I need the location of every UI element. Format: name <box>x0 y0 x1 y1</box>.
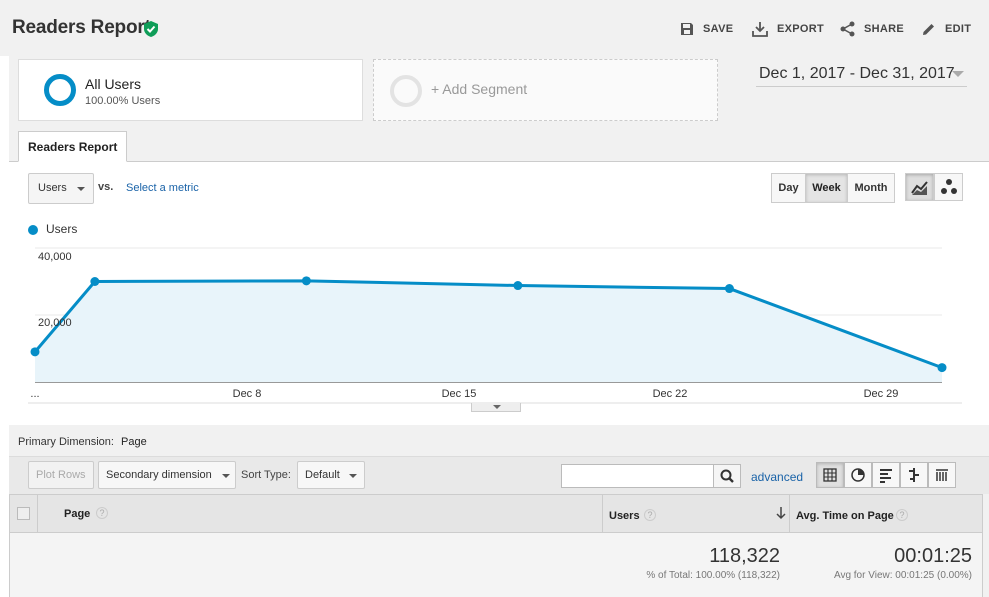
segment-percentage: 100.00% Users <box>85 95 161 107</box>
tab-divider <box>9 161 989 162</box>
line-chart-button[interactable] <box>905 173 934 201</box>
metric-dropdown-label: Users <box>38 182 67 194</box>
vs-label: vs. <box>98 181 114 193</box>
collapse-chart-toggle[interactable] <box>471 403 521 412</box>
sort-descending-arrow-icon[interactable] <box>775 506 787 520</box>
add-segment-button[interactable]: + Add Segment <box>373 59 718 121</box>
search-icon <box>720 469 734 483</box>
chevron-down-icon <box>952 71 964 77</box>
users-total: 118,322 <box>709 545 780 567</box>
edit-label: EDIT <box>945 23 972 35</box>
line-chart-icon <box>911 181 928 195</box>
sort-type-value: Default <box>305 469 340 481</box>
save-label: SAVE <box>703 23 734 35</box>
bar-chart-icon <box>880 469 892 483</box>
edit-button[interactable]: EDIT <box>921 20 971 38</box>
avg-time-view-average: Avg for View: 00:01:25 (0.00%) <box>833 570 972 581</box>
primary-dimension-page[interactable]: Page <box>121 436 147 448</box>
help-icon[interactable]: ? <box>896 509 908 521</box>
pencil-icon <box>923 23 934 35</box>
view-pivot-button[interactable] <box>928 462 956 488</box>
totals-row <box>9 533 983 597</box>
empty-segment-ring-icon <box>390 75 422 107</box>
secondary-dimension-dropdown[interactable]: Secondary dimension <box>98 461 236 489</box>
column-header-avg-time[interactable]: Avg. Time on Page <box>796 510 894 522</box>
report-header <box>0 0 989 56</box>
plot-rows-button[interactable]: Plot Rows <box>28 461 94 489</box>
share-label: SHARE <box>864 23 905 35</box>
legend-users-dot <box>28 225 38 235</box>
table-header <box>9 494 983 533</box>
primary-dimension-label: Primary Dimension: <box>18 436 114 448</box>
segment-name: All Users <box>85 76 142 92</box>
chevron-down-icon <box>77 187 85 191</box>
add-segment-label: + Add Segment <box>431 81 528 97</box>
column-header-users[interactable]: Users <box>609 510 640 522</box>
tab-readers-report[interactable]: Readers Report <box>18 131 127 162</box>
users-total-percent: % of Total: 100.00% (118,322) <box>646 570 780 581</box>
report-title: Readers Report <box>12 17 151 38</box>
sort-type-dropdown[interactable]: Default <box>297 461 365 489</box>
comparison-icon <box>909 468 919 482</box>
segment-ring-icon <box>44 74 76 106</box>
metric-dropdown[interactable]: Users <box>28 173 94 204</box>
pie-chart-icon <box>851 468 865 482</box>
search-button[interactable] <box>713 464 741 488</box>
sort-type-label: Sort Type: <box>241 469 291 481</box>
view-comparison-button[interactable] <box>900 462 928 488</box>
table-search-input[interactable] <box>561 464 714 488</box>
pivot-icon <box>936 469 948 481</box>
grid-icon <box>823 468 837 482</box>
share-icon <box>840 21 855 37</box>
chevron-down-icon <box>349 474 357 478</box>
granularity-week[interactable]: Week <box>805 173 848 203</box>
view-pie-button[interactable] <box>844 462 872 488</box>
granularity-month[interactable]: Month <box>847 173 895 203</box>
export-button[interactable]: EXPORT <box>752 20 824 38</box>
granularity-day[interactable]: Day <box>771 173 806 203</box>
bubble-chart-icon <box>941 179 957 194</box>
help-icon[interactable]: ? <box>644 509 656 521</box>
avg-time-total: 00:01:25 <box>894 545 972 567</box>
save-icon <box>681 23 693 35</box>
segment-all-users[interactable]: All Users 100.00% Users <box>18 59 363 121</box>
secondary-dimension-label: Secondary dimension <box>106 469 212 481</box>
date-range-text: Dec 1, 2017 - Dec 31, 2017 <box>759 65 955 82</box>
chevron-down-icon <box>222 474 230 478</box>
help-icon[interactable]: ? <box>96 507 108 519</box>
view-data-table-button[interactable] <box>816 462 844 488</box>
advanced-filter-link[interactable]: advanced <box>751 470 804 484</box>
download-icon <box>752 22 768 37</box>
share-button[interactable]: SHARE <box>840 20 904 38</box>
export-label: EXPORT <box>777 23 825 35</box>
date-range-picker[interactable]: Dec 1, 2017 - Dec 31, 2017 <box>756 62 967 87</box>
legend-users-label: Users <box>46 222 78 236</box>
column-header-page[interactable]: Page <box>64 508 91 520</box>
select-metric-link[interactable]: Select a metric <box>126 182 199 194</box>
verified-shield-icon <box>144 21 158 37</box>
select-all-checkbox[interactable] <box>17 507 30 520</box>
motion-chart-button[interactable] <box>934 173 963 201</box>
save-button[interactable]: SAVE <box>680 20 733 38</box>
view-performance-button[interactable] <box>872 462 900 488</box>
